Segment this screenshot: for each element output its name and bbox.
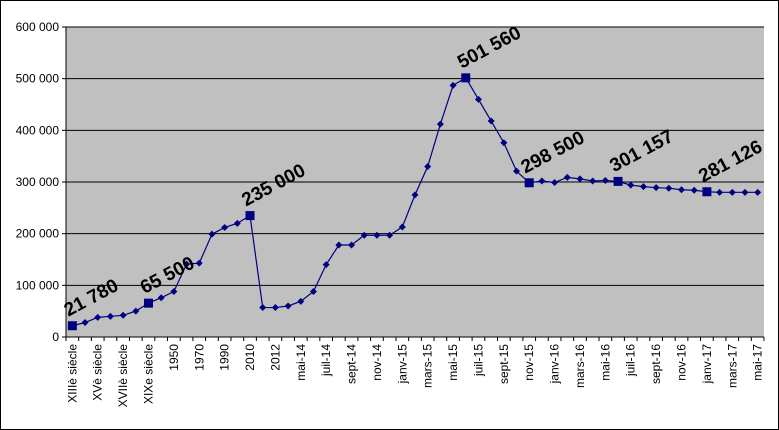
x-tick-label: 1990 [218,344,232,371]
square-marker [143,298,153,308]
x-tick-label: janv-17 [700,344,714,385]
diamond-marker [741,188,749,196]
y-tick-labels: 0 100 000 200 000 300 000 400 000 500 000 600 … [16,20,60,344]
diamond-marker [424,163,432,170]
x-tick-label: mars-16 [573,344,587,388]
x-tick-label: nov-16 [675,344,689,381]
x-tick-label: 1970 [192,344,206,371]
diamond-marker [348,241,356,249]
diamond-marker [513,167,521,175]
x-tick-label: sept-14 [345,344,359,384]
diamond-marker [373,231,381,239]
diamond-marker [157,294,165,302]
square-marker [524,178,534,188]
diamond-marker [195,259,203,267]
diamond-marker [690,186,698,194]
x-tick-label: XVIIè siècle [116,344,130,408]
y-tick-label: 400 000 [16,123,60,137]
diamond-marker [563,173,571,181]
diamond-marker [284,302,292,310]
y-tick-label: 0 [52,330,59,344]
diamond-marker [627,181,635,189]
y-tick-label: 300 000 [16,175,60,189]
y-tick-label: 500 000 [16,72,60,86]
x-tick-label: mars-15 [421,344,435,388]
diamond-marker [398,223,406,231]
diamond-marker [94,313,102,321]
diamond-marker [678,186,686,194]
x-tick-label: 2012 [268,344,282,371]
x-tick-label: nov-15 [522,344,536,381]
diamond-marker [309,288,317,296]
x-tick-label: sept-16 [649,344,663,384]
x-tick-label: juil-16 [624,344,638,377]
diamond-marker [297,297,305,305]
diamond-marker [449,81,457,89]
diamond-marker [170,288,178,296]
diamond-marker [221,223,229,231]
square-marker [67,321,77,331]
square-marker [461,73,471,83]
diamond-marker [119,311,127,319]
data-markers [67,73,762,331]
diamond-marker [665,184,673,192]
x-tick-label: mai-17 [751,344,765,381]
diamond-marker [500,139,508,147]
x-tick-label: mai-16 [598,344,612,381]
y-tick-label: 600 000 [16,20,60,34]
x-tick-label: juil-14 [319,344,333,377]
axes [62,26,765,341]
x-tick-label: mai-15 [446,344,460,381]
diamond-marker [589,177,597,185]
y-tick-label: 100 000 [16,278,60,292]
diamond-marker [233,219,241,227]
diamond-marker [538,177,546,185]
diamond-marker [386,231,394,239]
diamond-marker [601,176,609,184]
diamond-marker [474,95,482,103]
gridlines [66,26,764,286]
x-tick-label: nov-14 [370,344,384,381]
x-tick-label: mars-17 [725,344,739,388]
diamond-marker [259,304,267,312]
x-tick-label: janv-16 [548,344,562,385]
square-marker [245,211,255,221]
diamond-marker [551,179,559,187]
diamond-marker [132,307,140,315]
diamond-marker [487,117,495,125]
diamond-marker [436,120,444,128]
diamond-marker [576,175,584,183]
x-tick-label: XIIIè siècle [65,344,79,403]
x-tick-label: sept-15 [497,344,511,384]
x-tick-label: XVè siècle [91,344,105,401]
square-marker [702,187,712,197]
diamond-marker [106,312,114,320]
diamond-marker [183,260,191,268]
diamond-marker [639,183,647,191]
x-tick-labels: XIIIè siècle XVè siècle XVIIè siècle XIXe s… [65,344,764,408]
x-tick-label: 1950 [167,344,181,371]
diamond-marker [271,304,279,312]
diamond-marker [652,184,660,192]
x-tick-label: 2010 [243,344,257,371]
x-tick-label: janv-15 [395,344,409,385]
diamond-marker [411,191,419,199]
x-tick-label: XIXe siècle [141,344,155,404]
diamond-marker [716,188,724,196]
square-marker [613,176,623,186]
diamond-marker [335,241,343,249]
x-tick-label: juil-15 [471,344,485,377]
x-tick-label: mai-14 [294,344,308,381]
diamond-marker [728,188,736,196]
y-tick-label: 200 000 [16,227,60,241]
diamond-marker [81,319,89,327]
diamond-marker [208,230,216,238]
diamond-marker [360,231,368,239]
diamond-marker [322,261,330,269]
diamond-marker [754,188,762,196]
